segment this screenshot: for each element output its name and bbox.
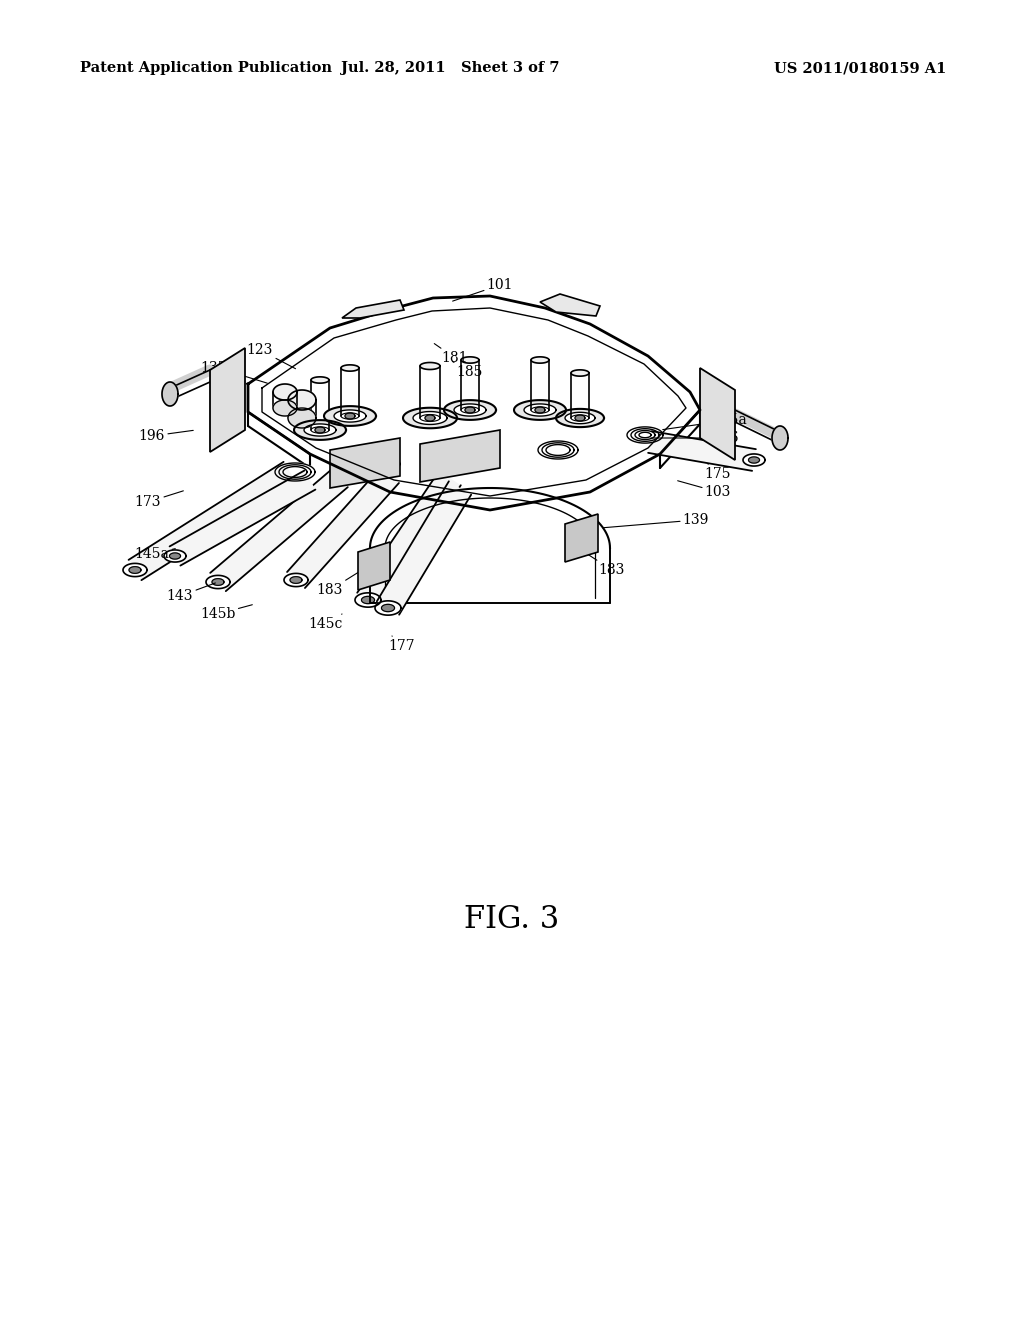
Text: 135b: 135b	[201, 360, 267, 383]
Polygon shape	[368, 458, 392, 470]
Polygon shape	[288, 408, 316, 428]
Polygon shape	[403, 408, 457, 428]
Polygon shape	[571, 370, 589, 376]
Polygon shape	[540, 294, 600, 315]
Polygon shape	[444, 400, 496, 420]
Polygon shape	[514, 400, 566, 420]
Polygon shape	[206, 576, 230, 589]
Polygon shape	[210, 469, 348, 591]
Polygon shape	[639, 433, 651, 438]
Polygon shape	[635, 430, 655, 440]
Text: 143: 143	[167, 583, 215, 603]
Text: 103: 103	[678, 480, 731, 499]
Text: 183: 183	[316, 572, 359, 597]
Polygon shape	[565, 412, 595, 424]
Polygon shape	[425, 414, 435, 421]
Polygon shape	[420, 363, 440, 370]
Text: Jul. 28, 2011   Sheet 3 of 7: Jul. 28, 2011 Sheet 3 of 7	[341, 61, 559, 75]
Polygon shape	[546, 445, 570, 455]
Text: 177: 177	[389, 636, 416, 653]
Polygon shape	[342, 300, 404, 318]
Polygon shape	[330, 438, 400, 488]
Polygon shape	[575, 414, 585, 421]
Polygon shape	[361, 597, 375, 603]
Text: 196: 196	[139, 429, 194, 444]
Polygon shape	[311, 376, 329, 383]
Text: 183: 183	[581, 549, 626, 577]
Text: 145b: 145b	[201, 605, 252, 620]
Polygon shape	[288, 389, 316, 411]
Polygon shape	[283, 466, 307, 478]
Polygon shape	[524, 404, 556, 416]
Polygon shape	[294, 420, 346, 440]
Text: 181: 181	[434, 343, 468, 366]
Polygon shape	[749, 457, 760, 463]
Polygon shape	[284, 573, 308, 586]
Polygon shape	[743, 454, 765, 466]
Polygon shape	[324, 407, 376, 426]
Polygon shape	[357, 471, 461, 607]
Polygon shape	[631, 429, 659, 441]
Text: 145a: 145a	[134, 546, 175, 561]
Polygon shape	[123, 564, 147, 577]
Polygon shape	[375, 601, 401, 615]
Text: 146: 146	[651, 432, 739, 445]
Text: 139: 139	[603, 513, 710, 528]
Text: 135a: 135a	[663, 413, 748, 429]
Polygon shape	[170, 553, 180, 560]
Polygon shape	[627, 426, 663, 444]
Polygon shape	[461, 356, 479, 363]
Polygon shape	[700, 368, 735, 459]
Polygon shape	[162, 381, 178, 407]
Polygon shape	[129, 462, 296, 581]
Polygon shape	[164, 550, 186, 562]
Polygon shape	[377, 482, 471, 615]
Polygon shape	[315, 426, 325, 433]
Text: 101: 101	[453, 279, 513, 301]
Polygon shape	[413, 412, 447, 425]
Polygon shape	[531, 356, 549, 363]
Polygon shape	[279, 465, 311, 479]
Polygon shape	[772, 426, 788, 450]
Polygon shape	[364, 457, 396, 471]
Text: US 2011/0180159 A1: US 2011/0180159 A1	[774, 61, 946, 75]
Polygon shape	[465, 407, 475, 413]
Polygon shape	[287, 467, 399, 587]
Polygon shape	[452, 451, 484, 465]
Polygon shape	[304, 424, 336, 436]
Polygon shape	[290, 577, 302, 583]
Polygon shape	[420, 430, 500, 482]
Polygon shape	[648, 432, 756, 471]
Polygon shape	[360, 455, 400, 473]
Polygon shape	[538, 441, 578, 459]
Text: Patent Application Publication: Patent Application Publication	[80, 61, 332, 75]
Polygon shape	[542, 442, 574, 457]
Polygon shape	[454, 404, 486, 416]
Polygon shape	[212, 578, 224, 585]
Polygon shape	[210, 348, 245, 451]
Polygon shape	[358, 543, 390, 590]
Polygon shape	[334, 411, 366, 422]
Polygon shape	[382, 605, 394, 611]
Polygon shape	[355, 593, 381, 607]
Text: 175: 175	[705, 463, 731, 480]
Polygon shape	[565, 513, 598, 562]
Text: 123: 123	[247, 343, 296, 368]
Polygon shape	[273, 400, 297, 416]
Polygon shape	[449, 449, 488, 467]
Polygon shape	[129, 566, 141, 573]
Text: 145c: 145c	[309, 614, 343, 631]
Polygon shape	[345, 413, 355, 418]
Polygon shape	[341, 364, 359, 371]
Polygon shape	[275, 463, 315, 480]
Polygon shape	[535, 407, 545, 413]
Text: 173: 173	[135, 491, 183, 510]
Polygon shape	[273, 384, 297, 400]
Polygon shape	[556, 409, 604, 428]
Polygon shape	[170, 470, 315, 565]
Text: FIG. 3: FIG. 3	[464, 904, 560, 936]
Text: 185: 185	[453, 362, 483, 379]
Polygon shape	[456, 453, 480, 463]
